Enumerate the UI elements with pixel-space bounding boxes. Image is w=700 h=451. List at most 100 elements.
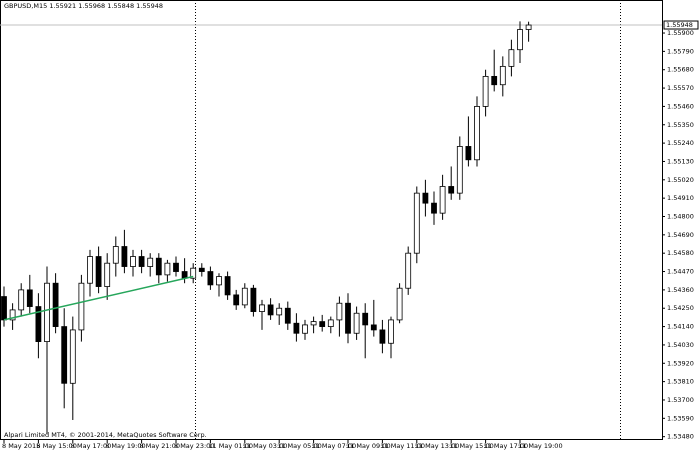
candle-body [130,256,136,267]
y-tick-label: 1.53810 [667,378,694,386]
candle-body [147,257,154,267]
candle-body [1,296,7,321]
candle-body [198,267,205,272]
x-tick-label: 11 May 03:00 [243,442,288,450]
candle-body [439,186,446,214]
candle-body [61,326,68,384]
candle-body [482,75,489,107]
y-tick-label: 1.53920 [667,359,694,367]
y-tick-label: 1.55240 [667,139,694,147]
candle-body [396,287,403,321]
candle-body [44,282,50,342]
candle-body [216,276,222,286]
candle-body [233,294,240,306]
candle-body [456,146,463,194]
x-tick-label: 11 May 05:00 [277,442,322,450]
candle-body [164,262,171,276]
candle-body [155,257,162,276]
candle-body [327,319,334,327]
candle-body [95,256,102,287]
candle-body [413,192,420,254]
y-tick-label: 1.54030 [667,341,694,349]
x-tick-label: 8 May 17:00 [71,442,111,450]
candle-body [319,321,326,327]
y-tick-label: 1.55020 [667,176,694,184]
candle-body [448,186,455,194]
y-tick-label: 1.54690 [667,231,694,239]
candle-body [78,282,85,331]
candle-body [336,302,343,321]
x-tick-label: 8 May 15:00 [36,442,76,450]
x-tick-label: 11 May 11:00 [380,442,425,450]
y-tick-label: 1.55350 [667,121,694,129]
y-tick-label: 1.53590 [667,414,694,422]
candle-body [259,304,265,312]
y-tick-label: 1.54470 [667,268,694,276]
x-tick-label: 8 May 2015 [2,442,40,450]
y-tick-label: 1.54800 [667,212,694,220]
bid-box [663,20,699,30]
x-tick-label: 8 May 21:00 [140,442,180,450]
candle-body [474,106,480,161]
candle-body [250,287,257,312]
y-tick-label: 1.54580 [667,249,694,257]
y-tick-label: 1.53480 [667,433,694,441]
x-tick-label: 11 May 13:00 [415,442,460,450]
x-tick-label: 11 May 01:00 [208,442,253,450]
candle-body [353,312,360,334]
x-tick-label: 11 May 19:00 [518,442,563,450]
y-tick-label: 1.55130 [667,157,694,165]
candle-body [422,192,429,204]
candle-body [267,304,274,316]
candle-body [181,271,188,279]
candle-body [9,309,16,321]
candle-body [35,306,42,342]
y-tick-label: 1.55900 [667,29,694,37]
candle-body [310,321,317,326]
x-tick-label: 11 May 17:00 [484,442,529,450]
candle-body [104,262,111,287]
x-tick-label: 11 May 07:00 [312,442,357,450]
x-tick-label: 8 May 23:00 [174,442,214,450]
candle-body [26,289,33,307]
candle-body [18,289,25,311]
footer: Alpari Limited MT4, © 2001-2014, MetaQuo… [4,431,207,439]
y-tick-label: 1.55570 [667,84,694,92]
y-tick-label: 1.54910 [667,194,694,202]
x-tick-label: 11 May 09:00 [346,442,391,450]
candle-body [284,307,291,324]
candle-body [293,322,300,334]
candle-body [121,246,128,267]
candle-body [345,302,351,334]
candle-body [370,324,377,331]
candle-body [465,146,472,161]
chart-title: GBPUSD,M15 1.55921 1.55968 1.55848 1.559… [4,2,163,10]
y-tick-label: 1.54360 [667,286,694,294]
candle-body [517,29,523,51]
candle-body [302,324,308,334]
candle-body [379,329,386,344]
candle-body [112,246,119,264]
candle-body [190,267,197,279]
candle-body [52,282,59,327]
candle-body [138,256,145,267]
x-tick-label: 8 May 19:00 [105,442,145,450]
candle-body [87,256,93,284]
candle-body [499,65,506,86]
y-tick-label: 1.55680 [667,66,694,74]
y-tick-label: 1.54250 [667,304,694,312]
candle-body [69,329,76,384]
y-tick-label: 1.54140 [667,323,694,331]
candle-body [207,271,214,286]
plot-frame [0,0,663,440]
trendline [3,275,194,321]
candle-body [173,262,179,272]
y-tick-label: 1.53700 [667,396,694,404]
candle-body [491,75,498,86]
candle-body [431,202,437,214]
candle-body [362,312,369,326]
candle-body [388,319,394,344]
candle-body [508,49,515,67]
candle-body [405,252,412,289]
